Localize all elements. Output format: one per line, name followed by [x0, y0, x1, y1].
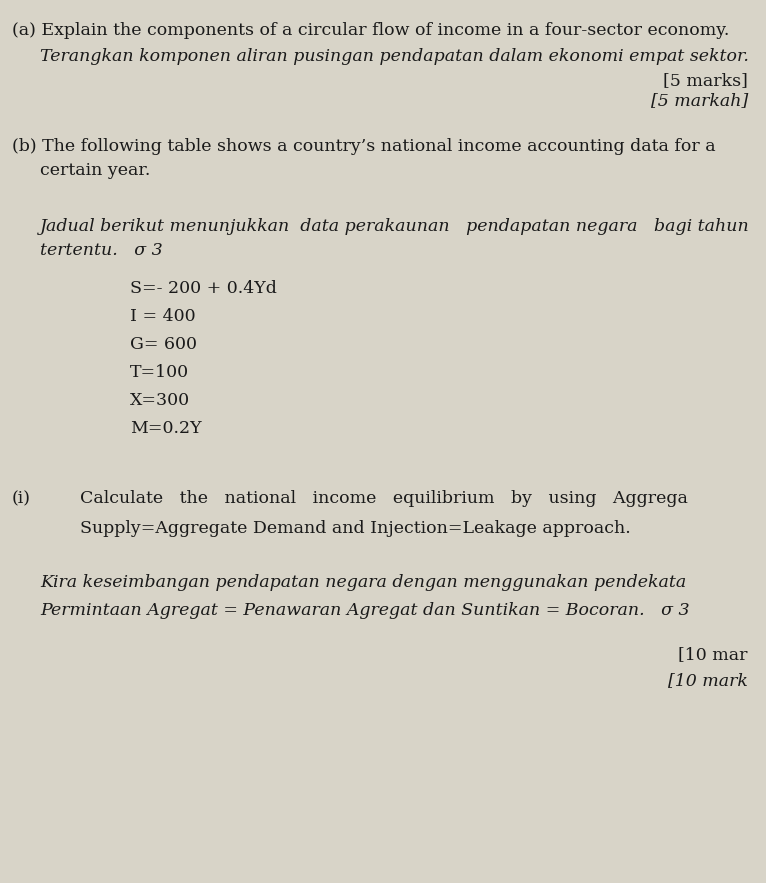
Text: Kira keseimbangan pendapatan negara dengan menggunakan pendekata: Kira keseimbangan pendapatan negara deng… [40, 574, 686, 591]
Text: Calculate   the   national   income   equilibrium   by   using   Aggrega: Calculate the national income equilibriu… [80, 490, 688, 507]
Text: X=300: X=300 [130, 392, 190, 409]
Text: (a) Explain the components of a circular flow of income in a four-sector economy: (a) Explain the components of a circular… [12, 22, 729, 39]
Text: S=- 200 + 0.4Yd: S=- 200 + 0.4Yd [130, 280, 277, 297]
Text: [5 marks]: [5 marks] [663, 72, 748, 89]
Text: Jadual berikut menunjukkan  data perakaunan   pendapatan negara   bagi tahun: Jadual berikut menunjukkan data perakaun… [40, 218, 750, 235]
Text: G= 600: G= 600 [130, 336, 197, 353]
Text: [10 mark: [10 mark [668, 672, 748, 689]
Text: tertentu.   σ 3: tertentu. σ 3 [40, 242, 162, 259]
Text: certain year.: certain year. [40, 162, 150, 179]
Text: I = 400: I = 400 [130, 308, 195, 325]
Text: Permintaan Agregat = Penawaran Agregat dan Suntikan = Bocoran.   σ 3: Permintaan Agregat = Penawaran Agregat d… [40, 602, 689, 619]
Text: M=0.2Y: M=0.2Y [130, 420, 201, 437]
Text: Terangkan komponen aliran pusingan pendapatan dalam ekonomi empat sektor.: Terangkan komponen aliran pusingan penda… [40, 48, 749, 65]
Text: T=100: T=100 [130, 364, 189, 381]
Text: (i): (i) [12, 490, 31, 507]
Text: [5 markah]: [5 markah] [651, 92, 748, 109]
Text: Supply=Aggregate Demand and Injection=Leakage approach.: Supply=Aggregate Demand and Injection=Le… [80, 520, 630, 537]
Text: (b) The following table shows a country’s national income accounting data for a: (b) The following table shows a country’… [12, 138, 715, 155]
Text: [10 mar: [10 mar [679, 646, 748, 663]
